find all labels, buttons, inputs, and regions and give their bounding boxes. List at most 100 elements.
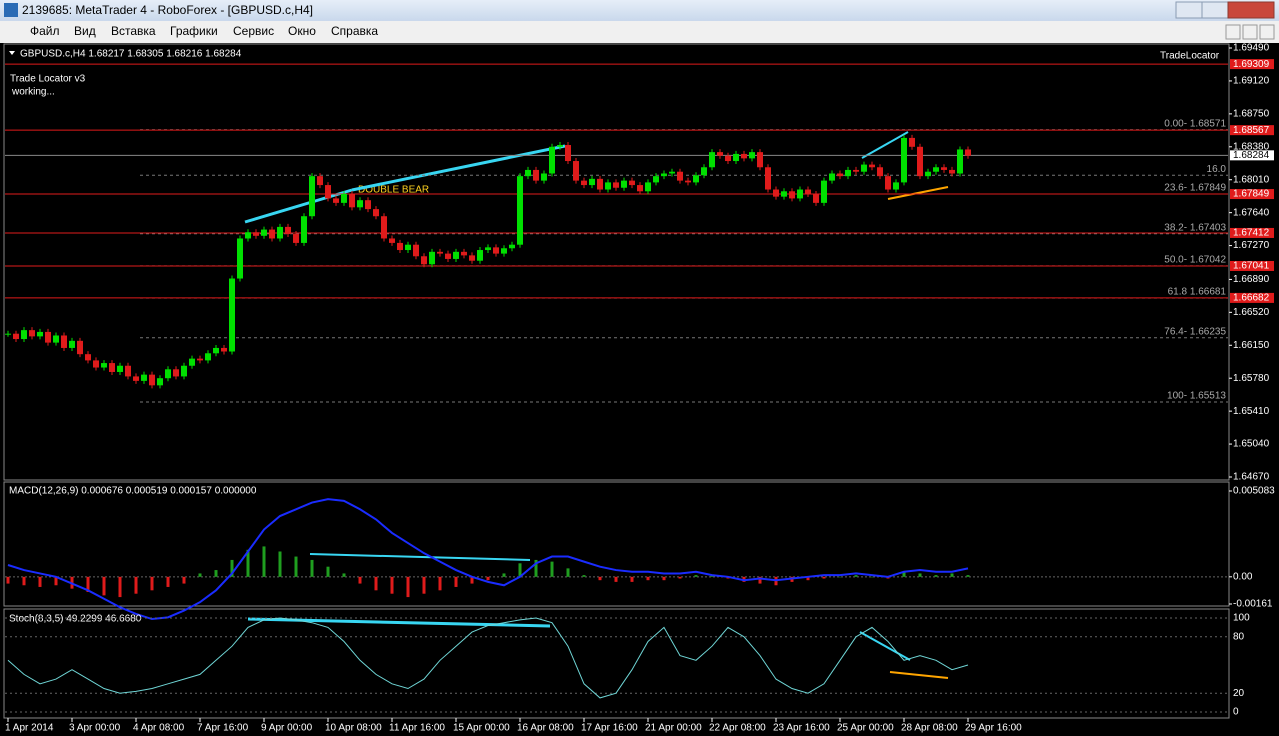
candle — [853, 169, 859, 172]
menu-item[interactable]: Справка — [331, 24, 378, 38]
candle — [693, 175, 699, 183]
candle — [485, 247, 491, 251]
minimize-button[interactable] — [1175, 1, 1203, 19]
candle — [965, 149, 971, 156]
macd-bar — [438, 576, 442, 591]
candle — [677, 171, 683, 181]
stoch-pane-frame — [3, 608, 1230, 719]
y-tick-label: 1.65780 — [1233, 373, 1270, 384]
menu-item[interactable]: Вставка — [111, 24, 156, 38]
fib-label: 100- 1.65513 — [1167, 391, 1226, 402]
macd-bar — [534, 559, 538, 577]
candle — [653, 176, 659, 183]
maximize-button[interactable] — [1201, 1, 1229, 19]
level-tag — [1230, 189, 1274, 200]
indicator-status: working... — [11, 87, 55, 98]
candle — [589, 178, 595, 186]
x-tick-label: 28 Apr 08:00 — [901, 723, 958, 734]
candle — [109, 363, 115, 372]
candle — [861, 164, 867, 172]
candle — [277, 226, 283, 239]
candle — [749, 152, 755, 159]
candle — [61, 335, 67, 348]
child-restore[interactable] — [1242, 24, 1258, 40]
candle — [621, 180, 627, 188]
y-tick-label: 0.00 — [1233, 571, 1253, 582]
macd-bar — [662, 576, 666, 581]
menu-item[interactable]: Сервис — [233, 24, 274, 38]
candle — [165, 369, 171, 379]
level-label: 1.69309 — [1233, 59, 1270, 70]
candle — [781, 191, 787, 197]
candle — [213, 347, 219, 354]
y-tick-label: 80 — [1233, 631, 1245, 642]
y-tick-label: 1.65410 — [1233, 406, 1270, 417]
menu-item[interactable]: Графики — [170, 24, 218, 38]
menu-item[interactable]: Вид — [74, 24, 96, 38]
x-tick-label: 16 Apr 08:00 — [517, 723, 574, 734]
menu: Файл Вид Вставка Графики Сервис Окно Справка — [30, 24, 378, 38]
macd-bar — [566, 568, 570, 577]
trend-line — [244, 188, 353, 224]
macd-bar — [134, 576, 138, 594]
candle — [5, 333, 11, 335]
candle — [669, 171, 675, 174]
candle — [733, 153, 739, 162]
candle — [85, 354, 91, 361]
child-minimize[interactable] — [1225, 24, 1241, 40]
child-close[interactable] — [1259, 24, 1275, 40]
title-bar — [0, 0, 1279, 21]
candle — [541, 173, 547, 181]
candle — [45, 331, 51, 343]
main-pane-frame — [3, 43, 1230, 481]
close-button[interactable] — [1227, 1, 1275, 19]
candle — [325, 185, 331, 199]
macd-bar — [86, 576, 90, 593]
candle — [637, 185, 643, 192]
macd-bar — [22, 576, 26, 586]
macd-bar — [342, 573, 346, 577]
candle — [181, 365, 187, 377]
menu-item[interactable]: Окно — [288, 24, 316, 38]
y-tick-label: 0.005083 — [1233, 486, 1275, 497]
macd-bar — [470, 576, 474, 584]
macd-bar — [918, 573, 922, 577]
candle — [885, 176, 891, 190]
macd-bar — [934, 575, 938, 577]
chart-window — [0, 43, 1279, 736]
candle — [117, 365, 123, 372]
candle — [69, 340, 75, 348]
pattern-label: DOUBLE BEAR — [358, 185, 429, 196]
macd-bar — [278, 551, 282, 577]
macd-bar — [486, 576, 490, 581]
x-tick-label: 21 Apr 00:00 — [645, 723, 702, 734]
y-tick-label: 1.65040 — [1233, 439, 1270, 450]
candle — [917, 146, 923, 177]
candle — [533, 169, 539, 181]
indicator-tag: TradeLocator — [1160, 51, 1220, 62]
level-label: 1.66682 — [1233, 293, 1270, 304]
candle — [389, 238, 395, 243]
candle — [629, 180, 635, 186]
candle — [269, 229, 275, 239]
candle — [221, 347, 227, 352]
macd-bar — [150, 576, 154, 591]
candle — [341, 193, 347, 203]
candle — [701, 167, 707, 176]
x-tick-label: 15 Apr 00:00 — [453, 723, 510, 734]
candle — [125, 365, 131, 377]
candle — [461, 251, 467, 256]
candle — [757, 152, 763, 168]
y-tick-label: 1.67640 — [1233, 207, 1270, 218]
macd-bar — [870, 576, 874, 578]
candle — [645, 182, 651, 192]
candle — [149, 374, 155, 386]
candle — [957, 149, 963, 174]
candle — [573, 161, 579, 181]
y-tick-label: 1.69120 — [1233, 76, 1270, 87]
candle — [613, 182, 619, 188]
candle — [421, 256, 427, 265]
menu-item[interactable]: Файл — [30, 24, 60, 38]
window-title: 2139685: MetaTrader 4 - RoboForex - [GBP… — [22, 3, 313, 17]
candle — [253, 232, 259, 236]
